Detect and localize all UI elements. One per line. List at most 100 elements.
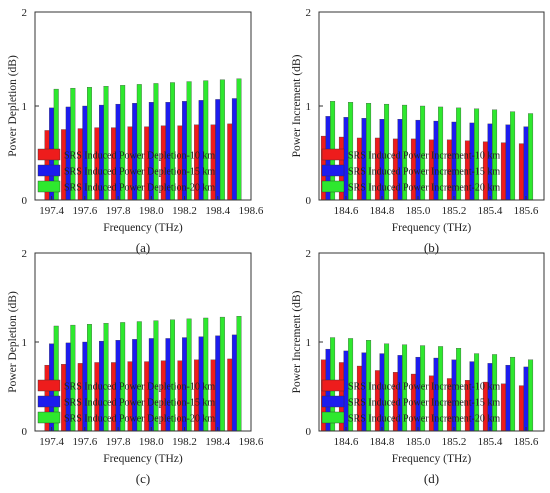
x-tick-label: 198.0: [139, 436, 164, 448]
x-tick-label: 184.6: [334, 436, 359, 448]
bar: [219, 79, 225, 201]
x-tick-label: 185.4: [478, 205, 503, 217]
y-tick-label: 2: [22, 7, 28, 19]
panel-label: (b): [424, 240, 439, 255]
bar: [518, 385, 524, 432]
x-axis-label: Frequency (THz): [392, 453, 472, 465]
y-tick-label: 2: [306, 248, 312, 260]
legend-swatch: [321, 180, 345, 193]
legend-entry: SRS Induced Power Depletion-10 km: [64, 382, 215, 393]
legend-entry: SRS Induced Power Depletion-15 km: [64, 398, 215, 409]
x-tick-label: 197.6: [72, 205, 97, 217]
bar: [523, 366, 529, 432]
y-axis-label: Power Depletion (dB): [7, 55, 19, 157]
x-tick-label: 197.4: [39, 436, 64, 448]
y-tick-label: 0: [22, 195, 28, 207]
x-tick-label: 197.4: [39, 205, 64, 217]
bar: [505, 364, 511, 432]
y-axis-label: Power Increment (dB): [291, 54, 303, 157]
y-tick-label: 1: [22, 101, 28, 113]
legend-entry: SRS Induced Power Increment-20 km: [348, 183, 500, 194]
x-tick-label: 185.0: [406, 436, 431, 448]
bar: [227, 358, 233, 432]
legend: SRS Induced Power Increment-10 km SRS Ind…: [321, 379, 500, 425]
legend-swatch: [321, 395, 345, 408]
chart-panel-4: 0 1 2 184.6 184.8 185.0 185.2 185.4 185.6 Frequen…: [291, 248, 545, 486]
x-tick-label: 198.6: [239, 436, 264, 448]
x-tick-label: 185.2: [442, 205, 467, 217]
bar: [500, 142, 506, 201]
x-tick-label: 198.6: [239, 205, 264, 217]
legend-swatch: [321, 411, 345, 424]
y-axis-label: Power Increment (dB): [291, 290, 303, 393]
bar: [500, 383, 506, 432]
bar: [528, 359, 534, 432]
panel-label: (d): [424, 471, 439, 486]
legend-swatch: [37, 164, 61, 177]
legend: SRS Induced Power Depletion-10 km SRS Ind…: [37, 379, 215, 425]
legend-entry: SRS Induced Power Increment-20 km: [348, 414, 500, 425]
x-axis-label: Frequency (THz): [103, 453, 183, 465]
x-tick-label: 184.8: [370, 436, 395, 448]
legend-entry: SRS Induced Power Increment-15 km: [348, 398, 500, 409]
x-tick-label: 184.6: [334, 205, 359, 217]
legend-swatch: [37, 395, 61, 408]
bar: [510, 356, 516, 432]
legend-entry: SRS Induced Power Depletion-15 km: [64, 167, 215, 178]
y-tick-label: 0: [306, 195, 312, 207]
legend-entry: SRS Induced Power Depletion-10 km: [64, 151, 215, 162]
x-tick-label: 198.4: [205, 205, 230, 217]
x-tick-label: 197.8: [106, 205, 131, 217]
y-tick-label: 2: [22, 248, 28, 260]
legend-entry: SRS Induced Power Depletion-20 km: [64, 414, 215, 425]
legend-swatch: [37, 180, 61, 193]
bar: [215, 335, 221, 432]
x-tick-label: 185.4: [478, 436, 503, 448]
bar: [219, 316, 225, 432]
bar: [510, 111, 516, 201]
panel-label: (a): [136, 240, 150, 255]
x-tick-label: 185.2: [442, 436, 467, 448]
bar: [231, 98, 237, 201]
chart-panel-3: 0 1 2 197.4 197.6 197.8 198.0 198.2 198.4 198.6 Fr…: [7, 248, 264, 486]
bar: [523, 126, 529, 201]
y-tick-label: 0: [22, 426, 28, 438]
x-tick-label: 185.6: [514, 436, 539, 448]
bar: [231, 334, 237, 432]
x-tick-label: 197.6: [72, 436, 97, 448]
x-tick-label: 198.4: [205, 436, 230, 448]
y-tick-label: 1: [306, 337, 312, 349]
legend-swatch: [37, 411, 61, 424]
bar: [227, 123, 233, 201]
legend: SRS Induced Power Depletion-10 km SRS Ind…: [37, 148, 215, 194]
panel-label: (c): [136, 471, 150, 486]
bar: [215, 99, 221, 201]
legend-entry: SRS Induced Power Increment-10 km: [348, 151, 500, 162]
x-tick-label: 198.0: [139, 205, 164, 217]
legend-entry: SRS Induced Power Increment-10 km: [348, 382, 500, 393]
bar: [236, 78, 242, 201]
bar: [505, 124, 511, 201]
bar: [528, 113, 534, 201]
x-tick-label: 185.6: [514, 205, 539, 217]
x-axis-label: Frequency (THz): [103, 222, 183, 234]
x-axis-label: Frequency (THz): [392, 222, 472, 234]
x-tick-label: 185.0: [406, 205, 431, 217]
legend-swatch: [321, 148, 345, 161]
x-tick-label: 198.2: [172, 436, 197, 448]
y-axis-label: Power Depletion (dB): [7, 291, 19, 393]
chart-panel-1: 0 1 2 197.4 197.6 197.8 198.0 198.2 198.4 198.6 Fr…: [7, 7, 264, 255]
legend: SRS Induced Power Increment-10 km SRS Ind…: [321, 148, 500, 194]
chart-panel-2: 0 1 2 184.6 184.8 185.0 185.2 185.4 185.6 Frequen…: [291, 7, 545, 255]
legend-entry: SRS Induced Power Depletion-20 km: [64, 183, 215, 194]
legend-swatch: [37, 379, 61, 392]
y-tick-label: 1: [306, 101, 312, 113]
y-tick-label: 0: [306, 426, 312, 438]
x-tick-label: 197.8: [106, 436, 131, 448]
x-tick-label: 184.8: [370, 205, 395, 217]
x-tick-label: 198.2: [172, 205, 197, 217]
y-tick-label: 2: [306, 7, 312, 19]
legend-entry: SRS Induced Power Increment-15 km: [348, 167, 500, 178]
legend-swatch: [321, 379, 345, 392]
